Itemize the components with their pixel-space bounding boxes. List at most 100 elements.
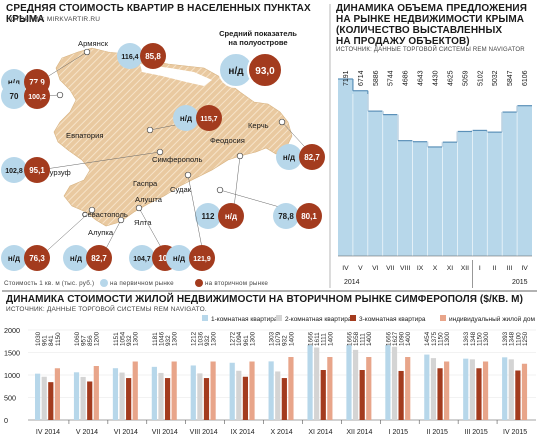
city-dot <box>184 171 192 179</box>
price-value-label: 1300 <box>210 331 217 346</box>
avg-label-line: Средний показатель <box>219 29 297 38</box>
map-city-label: Ялта <box>134 218 152 227</box>
supply-area-step <box>457 131 473 256</box>
price-bar <box>41 376 47 420</box>
map-city-label: Гурзуф <box>46 168 71 177</box>
price-bar <box>249 361 255 420</box>
supply-area-step <box>397 140 413 256</box>
supply-value-label: 4686 <box>403 70 410 86</box>
primary-price-bubble <box>173 105 199 131</box>
supply-title: ДИНАМИКА ОБЪЕМА ПРЕДЛОЖЕНИЯ НА РЫНКЕ НЕД… <box>336 3 536 47</box>
city-dot <box>146 126 154 134</box>
price-value-label: 1666 <box>346 331 353 346</box>
price-value-label: 1303 <box>269 331 276 346</box>
price-value-label: 961 <box>42 335 49 346</box>
price-bar <box>288 357 294 420</box>
secondary-price-value: н/д <box>225 212 237 221</box>
price-bar <box>197 373 203 420</box>
price-bar <box>463 358 469 420</box>
primary-price-bubble <box>273 203 299 229</box>
supply-area-step <box>427 146 443 256</box>
map-city-label: Феодосия <box>210 136 245 145</box>
primary-price-bubble <box>129 245 155 271</box>
primary-price-value: н/д <box>180 114 192 123</box>
city-dot <box>278 118 286 126</box>
legend-label: 3-комнатная квартира <box>359 316 426 323</box>
price-bar <box>307 345 313 420</box>
legend-label: индивидуальный жилой дом <box>449 315 535 323</box>
secondary-price-value: 82,7 <box>91 254 107 263</box>
secondary-price-value: 77,9 <box>29 78 45 87</box>
secondary-price-bubble <box>189 245 215 271</box>
price-bar <box>151 366 157 420</box>
primary-price-value: 104,7 <box>133 256 151 263</box>
price-tick-label: VII 2014 <box>152 429 178 436</box>
primary-price-bubble <box>117 43 143 69</box>
price-bar <box>119 372 125 420</box>
price-bar <box>73 372 80 420</box>
price-value-label: 932 <box>282 335 289 346</box>
primary-price-bubble <box>1 157 27 183</box>
secondary-price-bubble <box>24 83 50 109</box>
leader-line <box>38 151 161 171</box>
price-bar <box>398 370 404 420</box>
price-value-label: 1611 <box>314 332 321 346</box>
price-bar <box>352 349 359 420</box>
y-tick-label: 500 <box>4 394 16 403</box>
primary-price-value: н/д <box>70 254 82 263</box>
legend-swatch <box>276 315 282 321</box>
price-value-label: 1046 <box>158 331 165 346</box>
price-value-label: 1250 <box>522 331 529 346</box>
secondary-price-bubble <box>140 43 166 69</box>
supply-title-line: ДИНАМИКА ОБЪЕМА ПРЕДЛОЖЕНИЯ <box>336 3 527 14</box>
city-dot <box>236 152 244 160</box>
price-bar <box>112 368 119 420</box>
price-bar <box>346 345 352 420</box>
price-bar <box>366 357 372 420</box>
price-source: ИСТОЧНИК: ДАННЫЕ ТОРГОВОЙ СИСТЕМЫ REM NA… <box>6 306 207 313</box>
price-tick-label: I 2015 <box>389 429 409 436</box>
supply-area-step <box>472 130 488 256</box>
price-bar <box>405 357 411 420</box>
price-bar <box>242 376 249 420</box>
price-value-label: 1363 <box>463 331 470 346</box>
city-dot <box>56 91 64 99</box>
price-bar <box>93 366 99 420</box>
price-value-label: 1181 <box>152 332 159 346</box>
primary-price-value: н/д <box>8 78 20 87</box>
price-value-label: 1400 <box>366 331 373 346</box>
price-bar <box>48 382 54 420</box>
supply-area-step <box>442 142 458 256</box>
price-bar <box>268 361 274 420</box>
price-bar <box>476 368 482 420</box>
price-bar <box>391 346 398 420</box>
price-bar <box>515 370 521 420</box>
price-bar <box>424 354 430 420</box>
price-bar <box>54 368 60 420</box>
supply-value-label: 5886 <box>373 70 380 86</box>
price-value-label: 1090 <box>399 331 406 346</box>
supply-area-step <box>352 90 368 257</box>
price-bar <box>314 347 320 420</box>
legend-swatch <box>440 315 446 321</box>
supply-value-label: 4643 <box>418 70 425 86</box>
price-value-label: 856 <box>87 335 94 346</box>
secondary-price-bubble <box>24 157 50 183</box>
primary-price-bubble <box>1 245 27 271</box>
map-city-label: Гаспра <box>133 179 158 188</box>
supply-value-label: 7191 <box>343 70 350 86</box>
map-city-label: Алушта <box>135 195 163 204</box>
city-dot <box>83 48 91 56</box>
legend-label: 1-комнатная квартира <box>211 316 278 323</box>
price-bar <box>482 361 489 420</box>
price-tick-label: IV 2014 <box>36 429 60 436</box>
supply-area-step <box>412 141 428 256</box>
price-value-label: 1300 <box>483 331 490 346</box>
map-city-label: Армянск <box>78 39 109 48</box>
map-title: СРЕДНЯЯ СТОИМОСТЬ КВАРТИР В НАСЕЛЕННЫХ П… <box>6 3 311 25</box>
price-value-label: 1348 <box>509 331 516 346</box>
supply-area-step <box>382 114 398 257</box>
price-tick-label: II 2015 <box>427 429 449 436</box>
